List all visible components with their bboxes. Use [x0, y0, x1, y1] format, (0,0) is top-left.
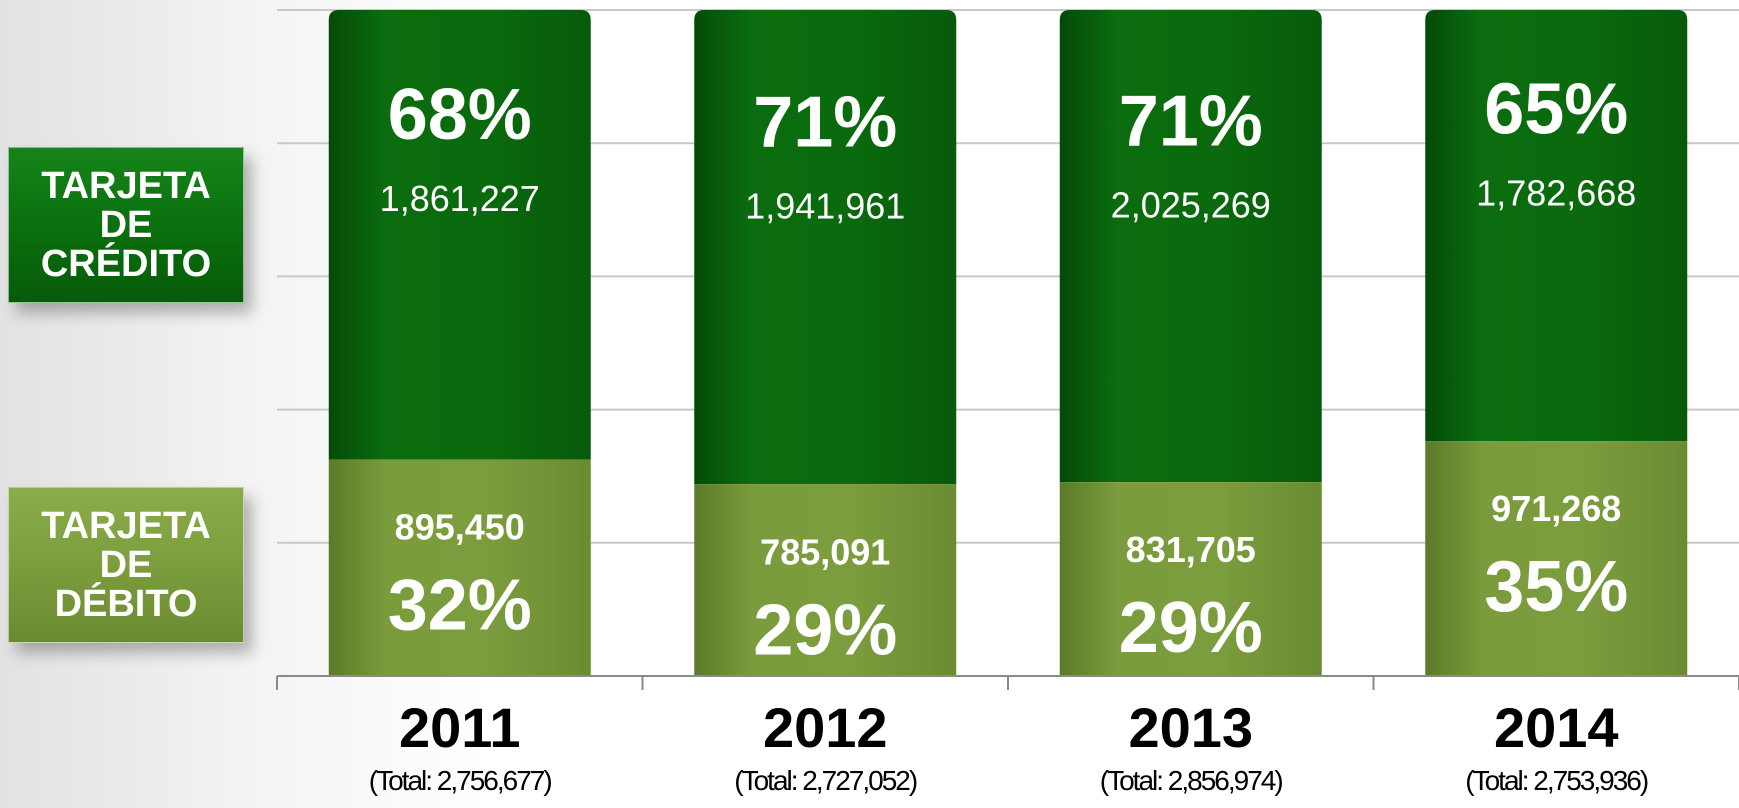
category-total-label: (Total: 2,856,974) [1099, 765, 1284, 796]
debit-value-label: 785,091 [760, 531, 890, 572]
credit-value-label: 1,861,227 [380, 178, 540, 219]
bar-debit-2011 [328, 459, 591, 676]
category-total-label: (Total: 2,756,677) [368, 765, 553, 796]
x-tick-label-2012: 2012 [762, 696, 888, 759]
debit-value-label: 831,705 [1126, 529, 1256, 570]
credit-percent-label: 71% [1119, 82, 1263, 162]
x-tick-label-2014: 2014 [1493, 696, 1619, 759]
bar-credit-2011 [328, 10, 591, 460]
bar-credit-2013 [1059, 10, 1322, 483]
legend-debit-card: TARJETA DE DÉBITO [8, 487, 244, 643]
x-tick-label-2011: 2011 [399, 696, 521, 759]
x-tick-label-2013: 2013 [1128, 696, 1254, 759]
category-total-label: (Total: 2,727,052) [734, 765, 918, 796]
bar-debit-2013 [1059, 482, 1322, 676]
credit-percent-label: 68% [388, 75, 532, 155]
bar-credit-2014 [1425, 10, 1688, 442]
category-total-label: (Total: 2,753,936) [1465, 765, 1649, 796]
debit-percent-label: 29% [1119, 588, 1263, 668]
credit-value-label: 1,941,961 [745, 185, 905, 226]
bar-debit-2014 [1425, 441, 1688, 676]
credit-percent-label: 65% [1484, 69, 1628, 149]
debit-percent-label: 29% [753, 590, 897, 670]
legend-credit-card: TARJETA DE CRÉDITO [8, 147, 244, 303]
credit-value-label: 1,782,668 [1476, 172, 1636, 213]
debit-value-label: 895,450 [395, 507, 525, 548]
debit-value-label: 971,268 [1491, 488, 1621, 529]
credit-percent-label: 71% [753, 82, 897, 162]
bar-debit-2012 [694, 484, 957, 676]
bar-credit-2012 [694, 10, 957, 485]
debit-percent-label: 32% [388, 566, 532, 646]
debit-percent-label: 35% [1484, 547, 1628, 627]
credit-value-label: 2,025,269 [1111, 185, 1271, 226]
